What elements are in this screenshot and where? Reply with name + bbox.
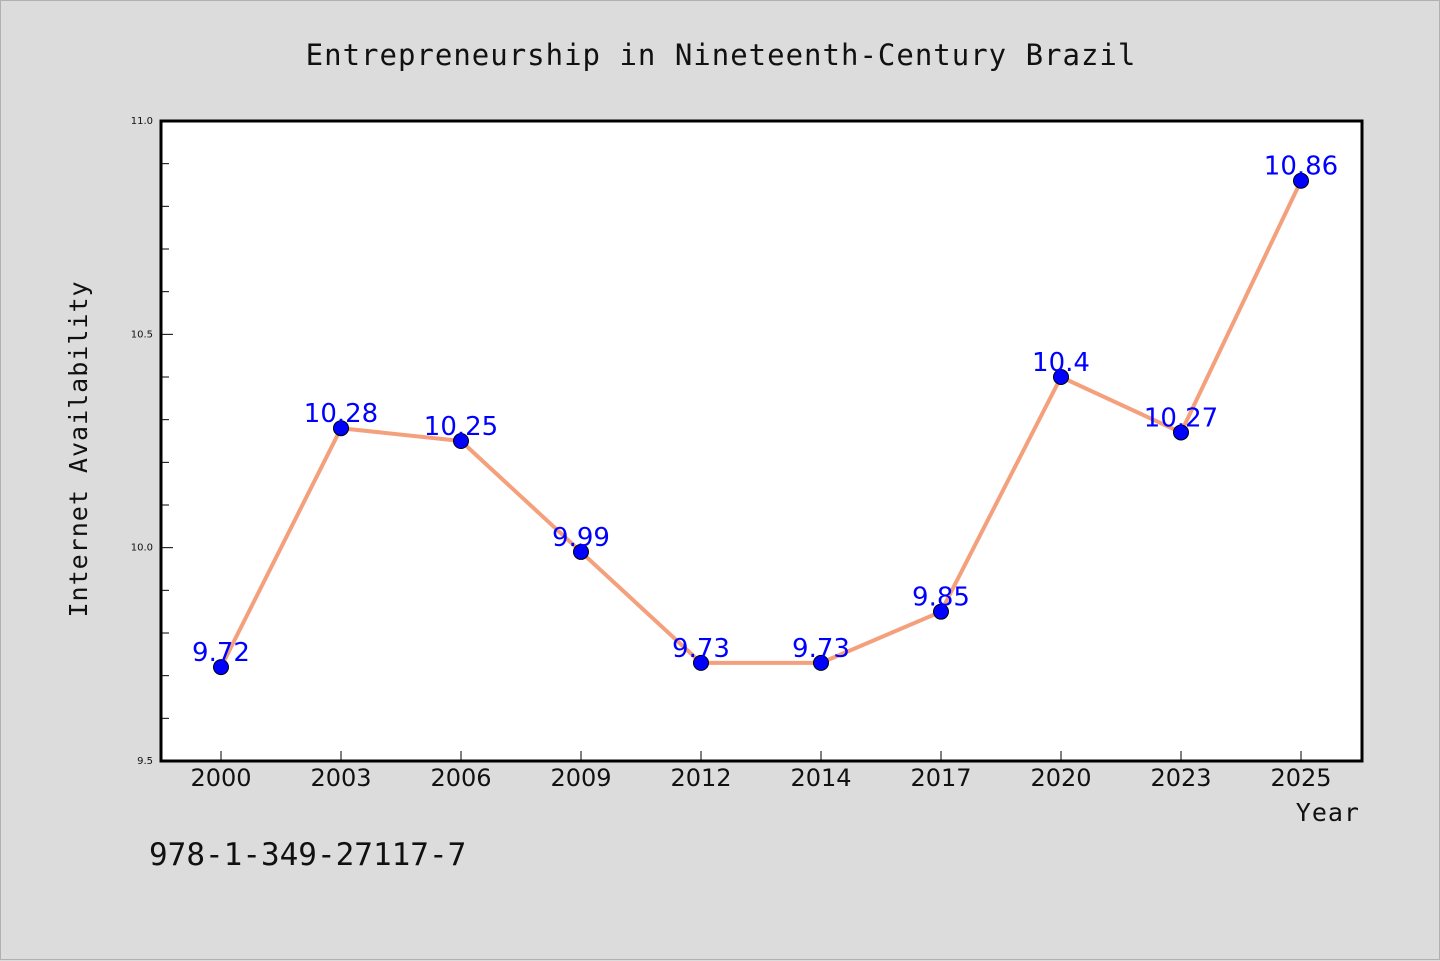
x-tick-label: 2006: [430, 764, 491, 792]
data-label: 9.72: [192, 638, 250, 668]
data-point-marker: [1053, 369, 1069, 385]
data-point-marker: [933, 603, 949, 620]
chart-title: Entrepreneurship in Nineteenth-Century B…: [306, 38, 1137, 72]
x-tick-label: 2023: [1150, 764, 1211, 792]
data-labels-group: 9.72 10.28 10.25 9.99 9.73 9.73 9.85 10.4 10.27 1…: [192, 152, 1338, 668]
y-tick-label: 10.0: [131, 543, 153, 554]
markers-group: [213, 172, 1309, 676]
data-label: 9.73: [792, 634, 850, 664]
series-line-group: [219, 179, 1303, 669]
data-label: 10.28: [304, 399, 378, 429]
y-tick-label: 11.0: [131, 116, 153, 127]
data-point-marker: [1293, 172, 1309, 189]
x-axis: 2000 2003 2006 2009 2012 2014 2017 2020 2023 2025: [190, 751, 1332, 792]
y-tick-label: 9.5: [137, 756, 153, 767]
series-line: [219, 179, 1303, 669]
y-tick-label: 10.5: [131, 329, 153, 340]
data-label: 9.99: [552, 523, 610, 553]
x-tick-label: 2020: [1030, 764, 1091, 792]
data-point-marker: [333, 420, 349, 437]
plot-area: [159, 119, 1364, 763]
data-point-marker: [453, 433, 469, 449]
data-point-marker: [573, 543, 589, 560]
x-tick-label: 2000: [190, 764, 251, 792]
data-label: 10.4: [1032, 348, 1090, 378]
data-label: 9.73: [672, 634, 730, 664]
x-tick-label: 2009: [550, 764, 611, 792]
x-tick-label: 2012: [670, 764, 731, 792]
isbn-text: 978-1-349-27117-7: [149, 837, 466, 873]
x-tick-label: 2014: [790, 764, 851, 792]
data-label: 9.85: [912, 583, 970, 613]
data-point-marker: [813, 654, 829, 671]
data-point-marker: [1173, 424, 1189, 441]
data-point-marker: [693, 654, 709, 671]
data-label: 10.25: [424, 412, 498, 442]
data-point-marker: [213, 659, 229, 676]
data-label: 10.27: [1144, 403, 1218, 433]
x-tick-label: 2003: [310, 764, 371, 792]
x-tick-label: 2017: [910, 764, 971, 792]
y-axis: 9.5 10.0 10.5 11.0: [131, 116, 173, 767]
x-axis-label: Year: [1296, 798, 1360, 827]
data-label: 10.86: [1264, 152, 1338, 182]
y-axis-label: Internet Availability: [64, 280, 93, 617]
x-tick-label: 2025: [1270, 764, 1331, 792]
